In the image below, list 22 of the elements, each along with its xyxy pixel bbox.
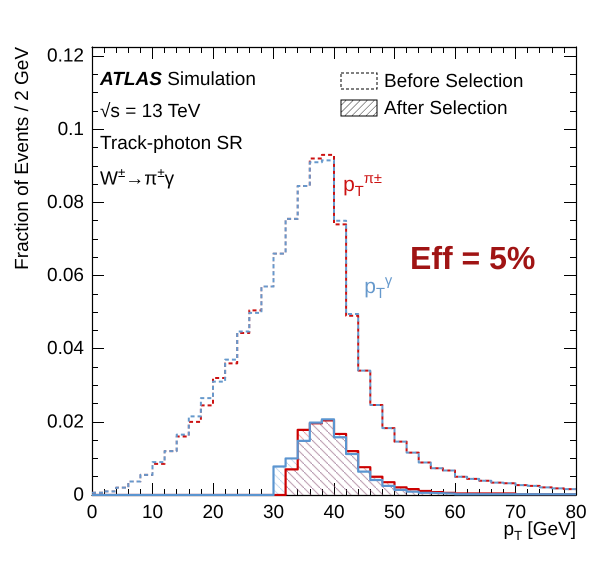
y-axis-title: Fraction of Events / 2 GeV — [12, 46, 33, 270]
x-tick-label: 10 — [142, 502, 164, 523]
x-tick-label: 0 — [86, 502, 98, 523]
annotation: √s = 13 TeV — [100, 101, 200, 122]
x-tick-label: 50 — [384, 502, 406, 523]
x-tick-label: 20 — [202, 502, 224, 523]
annotation: W$^{±}$→π$^{±}$γ — [100, 165, 174, 190]
y-tick-label: 0.08 — [47, 192, 84, 213]
y-tick-label: 0.04 — [47, 338, 84, 360]
annotation: After Selection — [383, 98, 508, 119]
y-tick-label: 0.1 — [58, 118, 84, 140]
x-tick-label: 40 — [323, 502, 345, 523]
x-tick-label: 60 — [444, 502, 466, 523]
annotation: Eff = 5% — [410, 240, 536, 276]
y-tick-label: 0.06 — [47, 265, 84, 286]
annotation: Before Selection — [383, 71, 524, 92]
annotation: Track-photon SR — [100, 133, 243, 154]
annotation: ATLAS Simulation — [100, 69, 256, 90]
y-tick-label: 0.02 — [47, 411, 84, 432]
y-tick-label: 0.12 — [47, 46, 84, 67]
x-tick-label: 30 — [262, 502, 284, 523]
y-tick-label: 0 — [73, 484, 84, 506]
